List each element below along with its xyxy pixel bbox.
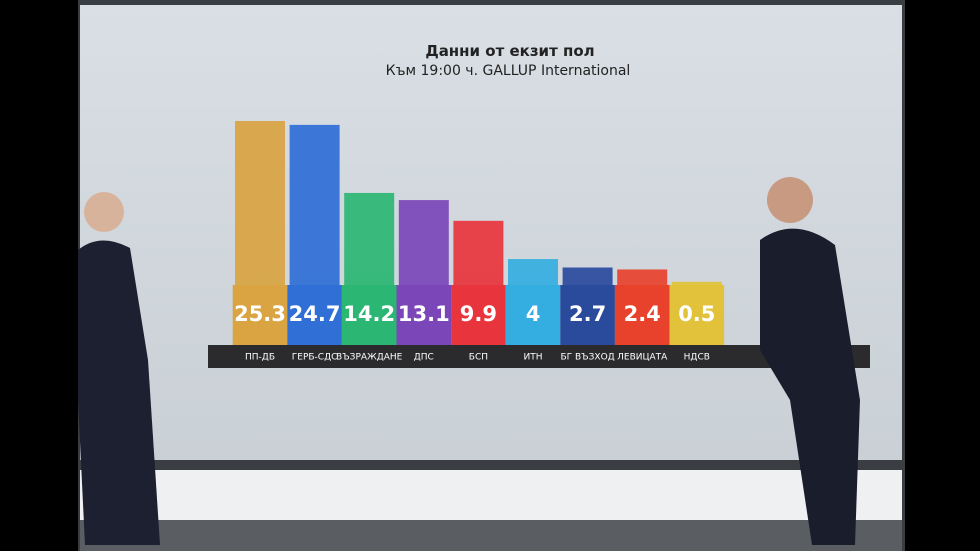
category-label: БСП <box>469 353 488 363</box>
chart: Данни от екзит пол Към 19:00 ч. GALLUP I… <box>208 42 870 368</box>
value-label: 24.7 <box>289 302 341 326</box>
category-label: ПП-ДБ <box>245 353 275 363</box>
value-label: 2.4 <box>624 302 661 326</box>
category-label: НДСВ <box>684 353 710 363</box>
value-box <box>669 285 725 345</box>
bar <box>398 200 449 285</box>
category-label: ВЪЗРАЖДАНЕ <box>336 353 403 363</box>
value-box <box>287 285 342 345</box>
value-label: 4 <box>526 302 541 326</box>
bar <box>289 124 340 285</box>
bar <box>562 267 613 285</box>
category-label: ИТН <box>524 353 543 363</box>
value-label: 25.3 <box>234 302 286 326</box>
bar <box>344 192 395 285</box>
value-label: 0.5 <box>678 302 715 326</box>
value-box <box>232 285 288 345</box>
presenter-right <box>760 177 860 546</box>
value-box <box>505 285 561 345</box>
floor-light <box>80 470 902 520</box>
value-label: 2.7 <box>569 302 606 326</box>
floor <box>80 520 902 551</box>
value-box <box>451 285 506 345</box>
value-label: 9.9 <box>460 302 497 326</box>
value-box <box>614 285 670 345</box>
value-box <box>341 285 397 345</box>
bar <box>671 281 722 285</box>
bar <box>235 121 285 285</box>
chart-subtitle: Към 19:00 ч. GALLUP International <box>386 63 631 79</box>
bar <box>453 220 504 285</box>
label-strip <box>208 345 870 368</box>
bar <box>617 269 668 285</box>
presenter-left <box>78 192 160 545</box>
chart-title: Данни от екзит пол <box>425 42 594 60</box>
category-label: ЛЕВИЦАТА <box>617 353 668 363</box>
category-label: ГЕРБ-СДС <box>292 353 338 363</box>
bar <box>508 259 558 285</box>
category-label: ДПС <box>414 353 434 363</box>
value-box <box>560 285 615 345</box>
category-label: БГ ВЪЗХОД <box>560 353 614 363</box>
value-label: 13.1 <box>398 302 450 326</box>
value-box <box>396 285 452 345</box>
value-label: 14.2 <box>343 302 395 326</box>
